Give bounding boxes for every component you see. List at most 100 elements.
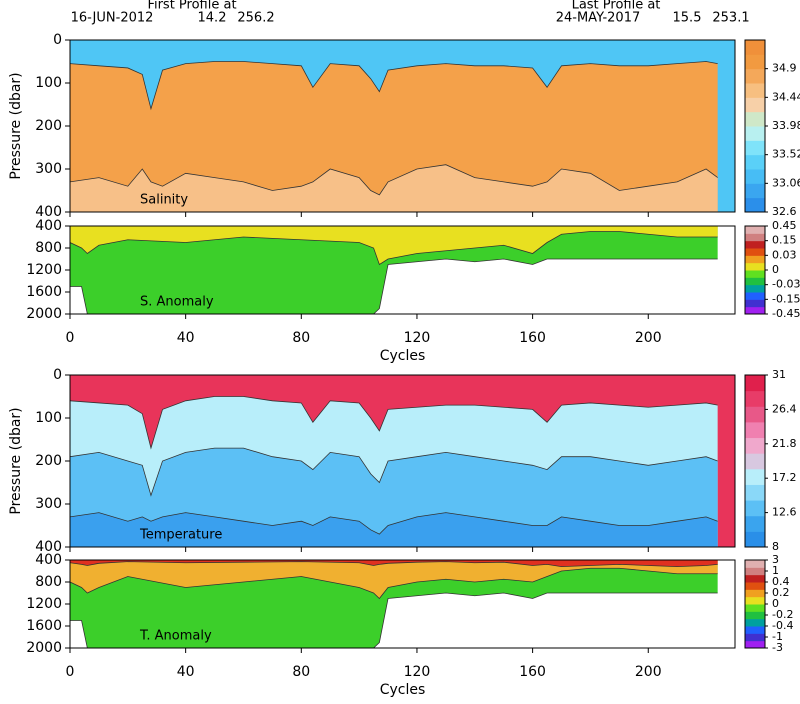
colorbar-label: 0	[772, 263, 779, 276]
layer-fill	[70, 560, 718, 567]
colorbar-label: -0.15	[772, 292, 800, 305]
contour-line	[70, 592, 718, 648]
colorbar-swatch	[745, 83, 765, 98]
colorbar-swatch	[745, 111, 765, 127]
colorbar-swatch	[745, 453, 765, 470]
x-tick-label: 0	[66, 330, 75, 346]
colorbar-label: -0.2	[772, 608, 793, 621]
colorbar-label: 3	[772, 553, 779, 566]
x-tick-label: 160	[519, 664, 546, 680]
contour-line	[70, 61, 718, 111]
colorbar-label: 33.98	[772, 119, 800, 132]
colorbar-swatch	[745, 468, 765, 485]
contour-line	[70, 512, 718, 535]
colorbar-swatch	[745, 255, 765, 264]
panel-label: Salinity	[140, 193, 188, 208]
x-tick-label: 80	[292, 330, 310, 346]
colorbar-label: 8	[772, 540, 779, 553]
y-tick-label: 100	[35, 410, 62, 426]
colorbar-swatch	[745, 515, 765, 532]
colorbar-swatch	[745, 484, 765, 501]
y-tick-label: 0	[53, 367, 62, 383]
colorbar-swatch	[745, 197, 765, 213]
y-tick-label: 0	[53, 32, 62, 48]
contour-line	[70, 396, 718, 450]
colorbar-swatch	[745, 618, 765, 627]
first-lat: 14.2	[198, 11, 227, 26]
colorbar-swatch	[745, 233, 765, 242]
colorbar-swatch	[745, 406, 765, 423]
y-tick-label: 800	[35, 240, 62, 256]
colorbar-label: 12.6	[772, 506, 797, 519]
plot-area	[70, 40, 735, 212]
y-tick-label: 2000	[26, 306, 62, 322]
colorbar-swatch	[745, 574, 765, 583]
y-tick-label: 400	[35, 539, 62, 555]
layer-fill	[70, 226, 718, 265]
colorbar-swatch	[745, 277, 765, 286]
colorbar-swatch	[745, 611, 765, 620]
colorbar-swatch	[745, 183, 765, 199]
colorbar-swatch	[745, 390, 765, 407]
colorbar-label: 0	[772, 597, 779, 610]
x-tick-label: 80	[292, 664, 310, 680]
layer-fill	[70, 512, 718, 547]
colorbar-label: 34.9	[772, 62, 797, 75]
colorbar-swatch	[745, 40, 765, 55]
colorbar-swatch	[745, 97, 765, 113]
contour-line	[70, 561, 718, 568]
colorbar-swatch	[745, 140, 765, 156]
colorbar-label: -0.4	[772, 619, 793, 632]
contour-line	[70, 231, 718, 266]
first-lon: 256.2	[237, 11, 274, 26]
colorbar-label: 0.03	[772, 248, 797, 261]
colorbar-label: 1	[772, 564, 779, 577]
colorbar-swatch	[745, 240, 765, 249]
colorbar-swatch	[745, 226, 765, 234]
first-label: First Profile at	[147, 0, 236, 13]
x-tick-label: 200	[635, 330, 662, 346]
colorbar-label: 21.8	[772, 437, 797, 450]
y-tick-label: 100	[35, 75, 62, 91]
last-label: Last Profile at	[572, 0, 661, 13]
y-tick-label: 1200	[26, 262, 62, 278]
colorbar-label: -1	[772, 630, 783, 643]
colorbar-label: -0.03	[772, 278, 800, 291]
y-tick-label: 400	[35, 552, 62, 568]
x-tick-label: 120	[404, 664, 431, 680]
colorbar-frame	[744, 374, 766, 548]
last-lat: 15.5	[673, 11, 702, 26]
y-axis-label: Pressure (dbar)	[8, 72, 24, 179]
colorbar-label: 0.2	[772, 586, 790, 599]
plot-area	[70, 226, 735, 314]
y-tick-label: 300	[35, 161, 62, 177]
colorbar-label: 32.6	[772, 205, 797, 218]
colorbar-swatch	[745, 248, 765, 256]
y-tick-label: 800	[35, 574, 62, 590]
colorbar-swatch	[745, 633, 765, 642]
colorbar-swatch	[745, 640, 765, 649]
plot-area	[70, 375, 735, 547]
layer-fill	[70, 226, 718, 314]
colorbar-swatch	[745, 306, 765, 315]
colorbar-swatch	[745, 284, 765, 293]
colorbar-label: 0.4	[772, 575, 790, 588]
colorbar-swatch	[745, 500, 765, 517]
y-tick-label: 200	[35, 118, 62, 134]
colorbar-swatch	[745, 626, 765, 634]
y-tick-label: 400	[35, 204, 62, 220]
colorbar-label: 31	[772, 368, 786, 381]
panel-label: Temperature	[139, 528, 222, 543]
colorbar-swatch	[745, 375, 765, 392]
contour-line	[70, 164, 718, 196]
colorbar-swatch	[745, 68, 765, 84]
colorbar-swatch	[745, 54, 765, 70]
y-tick-label: 1600	[26, 618, 62, 634]
colorbar-swatch	[745, 292, 765, 300]
panel-label: T. Anomaly	[139, 629, 212, 644]
colorbar-swatch	[745, 299, 765, 308]
plot-area	[70, 560, 735, 648]
contour-line	[70, 567, 718, 600]
colorbar-label: 17.2	[772, 471, 797, 484]
